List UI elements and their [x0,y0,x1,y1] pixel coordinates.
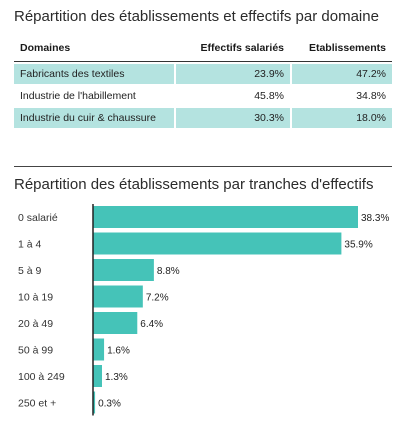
data-label: 1.3% [105,372,128,383]
category-label: 50 à 99 [18,345,53,357]
effectifs-cell: 30.3% [174,108,290,128]
bar [93,365,102,387]
domain-cell: Industrie de l'habillement [20,90,136,102]
etablissements-cell: 34.8% [290,86,392,106]
table-row: Industrie du cuir & chaussure 30.3% 18.0… [14,108,392,128]
table-row: Fabricants des textiles 23.9% 47.2% [14,64,392,84]
section-divider [14,166,392,167]
effectifs-cell: 45.8% [174,86,290,106]
bar [93,206,358,228]
category-label: 10 à 19 [18,292,53,304]
effectifs-cell: 23.9% [174,64,290,84]
header-domaines: Domaines [14,36,174,62]
category-label: 0 salarié [18,212,58,224]
data-label: 7.2% [146,293,169,304]
data-label: 38.3% [361,213,389,224]
etablissements-cell: 18.0% [290,108,392,128]
data-label: 35.9% [344,240,372,251]
bar [93,391,96,414]
header-etablissements: Etablissements [290,36,392,62]
category-label: 100 à 249 [18,371,65,383]
domain-table: Domaines Effectifs salariés Etablissemen… [14,34,392,130]
bar [93,285,143,308]
category-label: 250 et + [18,398,56,410]
chart-title: Répartition des établissements par tranc… [14,176,374,193]
data-label: 8.8% [157,266,180,277]
domain-cell: Fabricants des textiles [14,64,174,84]
table-header-row: Domaines Effectifs salariés Etablissemen… [14,36,392,62]
category-label: 1 à 4 [18,239,42,251]
data-label: 6.4% [140,319,163,330]
data-label: 0.3% [98,399,121,410]
category-label: 5 à 9 [18,265,42,277]
header-effectifs: Effectifs salariés [174,36,290,62]
table-row: Industrie de l'habillement 45.8% 34.8% [14,86,392,106]
etablissements-cell: 47.2% [290,64,392,84]
table-title: Répartition des établissements et effect… [14,8,379,25]
category-label: 20 à 49 [18,318,53,330]
bar [93,312,138,334]
bar [93,232,342,255]
bar [93,259,154,281]
domain-cell: Industrie du cuir & chaussure [14,108,174,128]
data-label: 1.6% [107,346,130,357]
bar [93,338,105,361]
